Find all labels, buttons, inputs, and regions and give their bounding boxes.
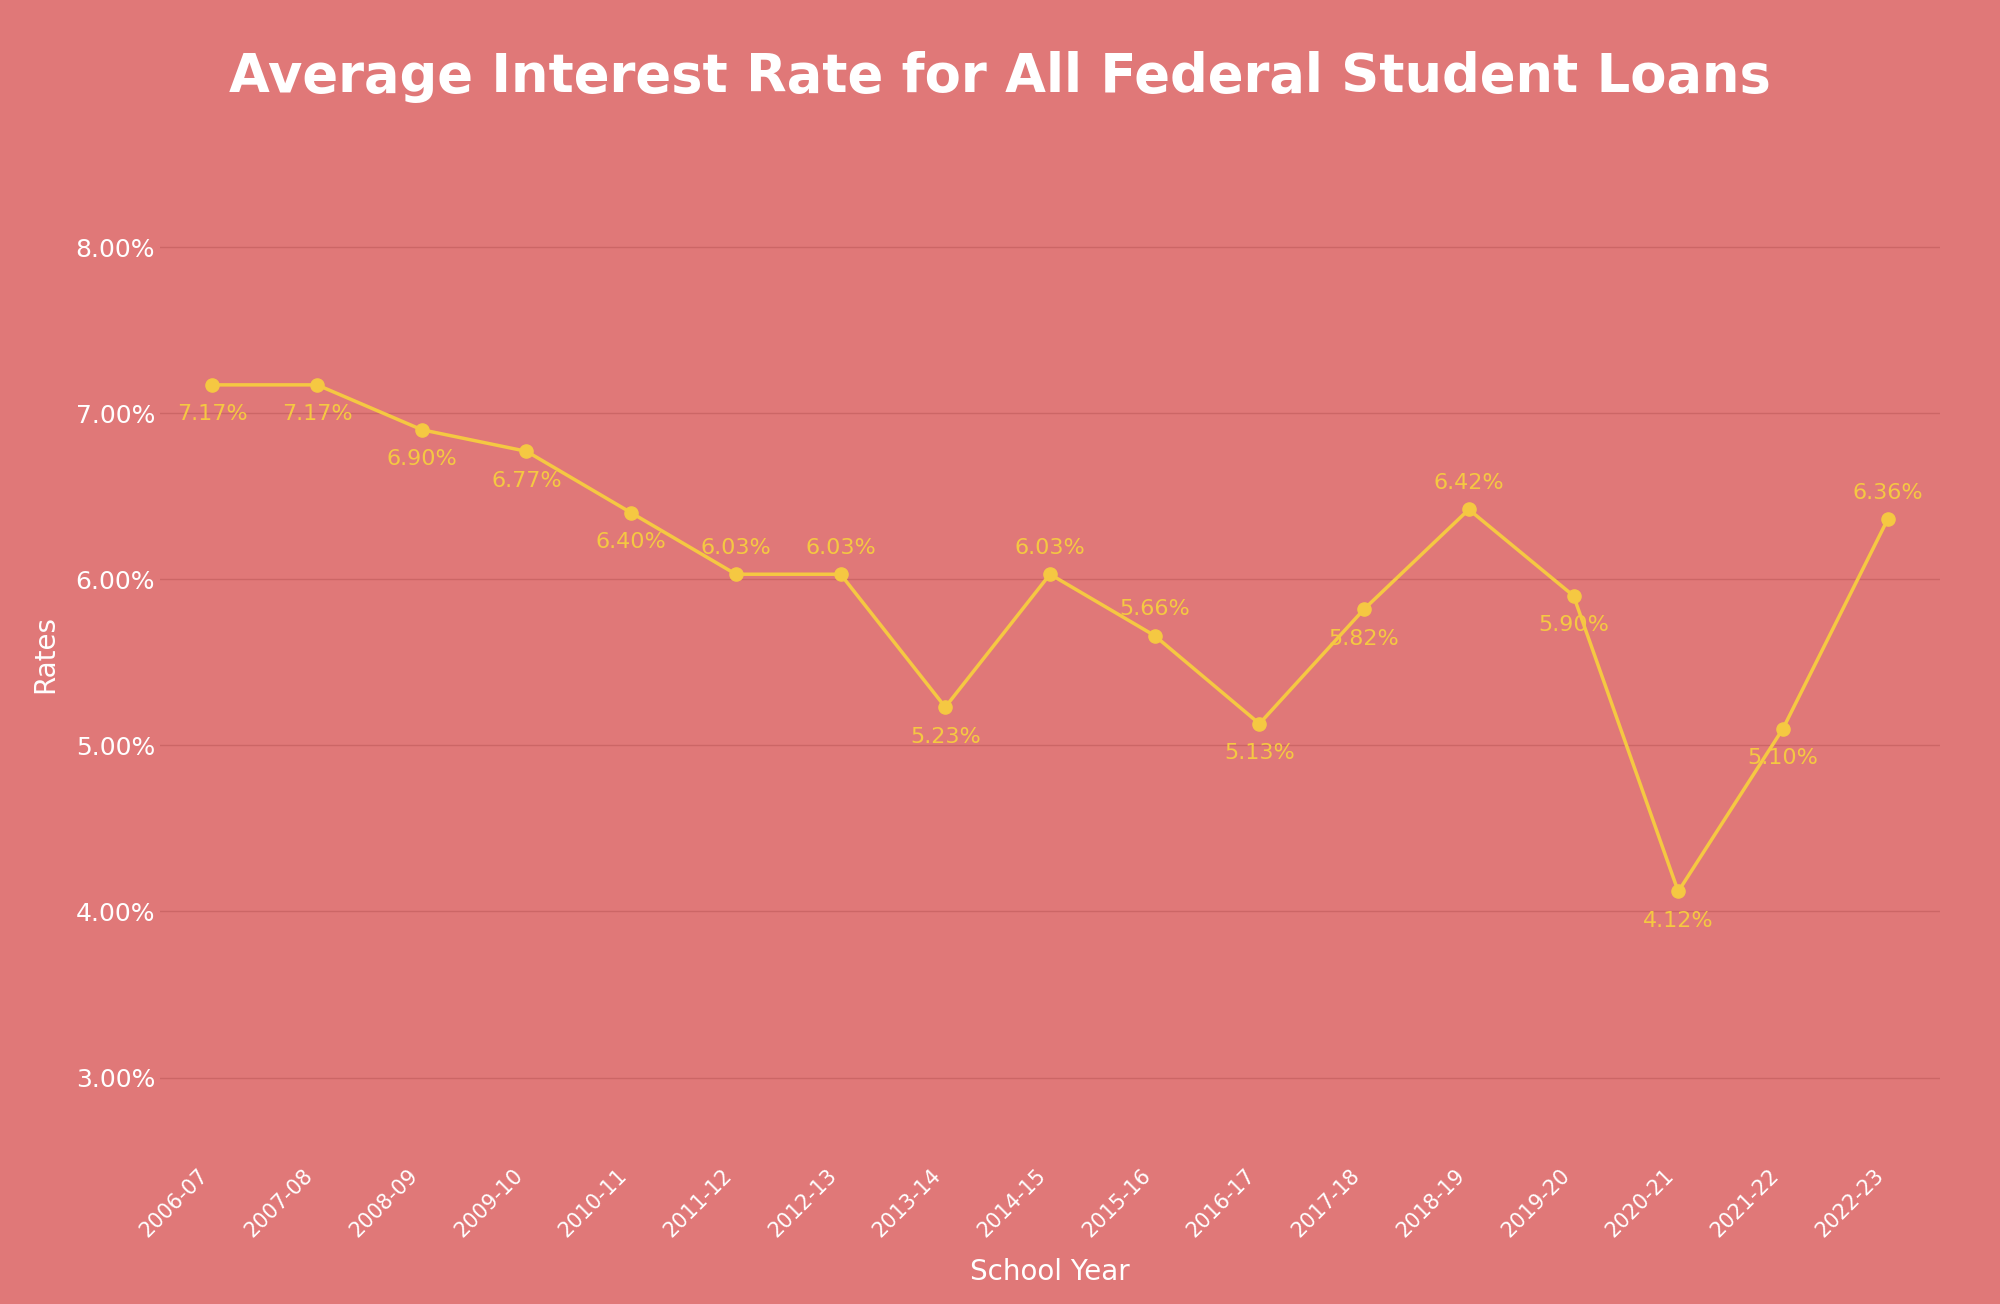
Point (930, 696, 962, 717)
Text: 5.10%: 5.10% (1748, 748, 1818, 768)
Text: 7.17%: 7.17% (282, 404, 352, 424)
Text: 7.17%: 7.17% (178, 404, 248, 424)
Text: 6.36%: 6.36% (1852, 482, 1922, 503)
Point (1766, 719, 1798, 739)
Text: 5.13%: 5.13% (1224, 743, 1294, 763)
Text: 6.40%: 6.40% (596, 532, 666, 552)
Point (1872, 509, 1904, 529)
Text: 5.23%: 5.23% (910, 726, 980, 747)
Point (616, 502, 648, 523)
Point (1348, 599, 1380, 619)
Point (824, 563, 856, 584)
Text: 6.77%: 6.77% (492, 471, 562, 490)
Point (1244, 713, 1276, 734)
Point (1662, 882, 1694, 902)
Point (1138, 625, 1170, 645)
Text: 5.82%: 5.82% (1328, 629, 1400, 648)
Text: 5.90%: 5.90% (1538, 615, 1608, 635)
Text: 6.03%: 6.03% (806, 537, 876, 558)
Point (720, 563, 752, 584)
Text: 4.12%: 4.12% (1642, 911, 1714, 931)
Point (196, 374, 228, 395)
Text: From 2006-07 through 2022-23 School Years: From 2006-07 through 2022-23 School Year… (660, 147, 1340, 176)
Text: 6.03%: 6.03% (1014, 537, 1086, 558)
Text: 5.66%: 5.66% (1120, 599, 1190, 619)
Point (510, 441, 542, 462)
Point (302, 374, 334, 395)
Text: 6.03%: 6.03% (700, 537, 772, 558)
Point (1034, 563, 1066, 584)
X-axis label: School Year: School Year (970, 1258, 1130, 1286)
Point (1452, 499, 1484, 520)
Point (1558, 585, 1590, 606)
Text: 6.42%: 6.42% (1434, 473, 1504, 493)
Y-axis label: Rates: Rates (30, 615, 58, 692)
Point (406, 420, 438, 441)
Text: Average Interest Rate for All Federal Student Loans: Average Interest Rate for All Federal St… (230, 51, 1770, 103)
Text: 6.90%: 6.90% (386, 449, 458, 469)
